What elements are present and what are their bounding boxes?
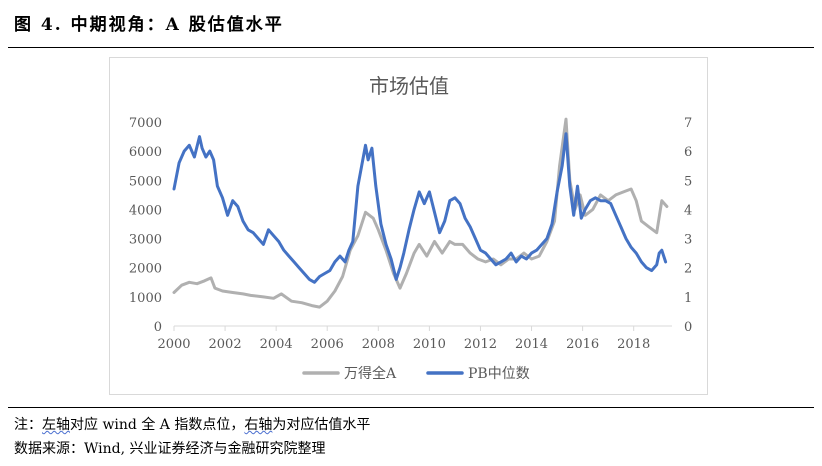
- x-axis-tick-label: 2018: [617, 337, 650, 352]
- legend-label: 万得全A: [344, 365, 397, 382]
- left-axis-tick-label: 7000: [129, 116, 162, 131]
- top-divider: [8, 47, 814, 48]
- left-axis-tick-label: 4000: [129, 203, 162, 218]
- bottom-divider: [8, 407, 814, 408]
- right-axis-tick-label: 2: [684, 262, 692, 277]
- series-lines: [172, 117, 669, 309]
- x-axis-tick-label: 2008: [362, 337, 395, 352]
- note-left-axis-word: 左轴: [42, 417, 70, 433]
- right-axis-ticks: 0 1 2 3 4 5 6 7: [684, 116, 692, 335]
- series-line-pb-median: [172, 132, 668, 284]
- note-prefix: 注：: [14, 417, 42, 433]
- chart-frame: 市场估值 0 1000 2000 3000 4000 5000 6000 7000 0 1 2 3 4…: [109, 57, 708, 395]
- note-right-axis-text: 为对应估值水平: [272, 417, 371, 433]
- figure-title: 图 4. 中期视角：A 股估值水平: [14, 15, 284, 35]
- valuation-chart: 市场估值 0 1000 2000 3000 4000 5000 6000 7000 0 1 2 3 4…: [129, 74, 692, 382]
- right-axis-tick-label: 6: [684, 145, 692, 160]
- left-axis-ticks: 0 1000 2000 3000 4000 5000 6000 7000: [129, 116, 162, 335]
- x-axis-tick-label: 2012: [464, 337, 497, 352]
- right-axis-tick-label: 4: [684, 203, 692, 218]
- x-axis-tick-label: 2000: [157, 337, 190, 352]
- left-axis-tick-label: 6000: [129, 145, 162, 160]
- right-axis-tick-label: 5: [684, 174, 692, 189]
- data-source: 数据来源：Wind, 兴业证券经济与金融研究院整理: [14, 441, 326, 457]
- right-axis-tick-label: 0: [684, 320, 692, 335]
- chart-note: 注：左轴对应 wind 全 A 指数点位，右轴为对应估值水平: [14, 414, 370, 434]
- left-axis-tick-label: 3000: [129, 233, 162, 248]
- note-right-axis-word: 右轴: [244, 417, 273, 433]
- note-left-axis-text: 对应 wind 全 A 指数点位，: [70, 417, 245, 433]
- right-axis-tick-label: 7: [684, 116, 692, 131]
- chart-title: 市场估值: [369, 74, 449, 98]
- left-axis-tick-label: 0: [154, 320, 162, 335]
- x-axis-tick-label: 2014: [515, 337, 548, 352]
- x-axis-ticks: 2000 2002 2004 2006 2008 2010 2012 2014 2016 2018: [157, 326, 650, 352]
- left-axis-tick-label: 1000: [129, 291, 162, 306]
- x-axis-tick-label: 2010: [413, 337, 446, 352]
- x-axis-tick-label: 2002: [209, 337, 242, 352]
- x-axis-tick-label: 2006: [311, 337, 344, 352]
- right-axis-tick-label: 1: [684, 291, 692, 306]
- right-axis-tick-label: 3: [684, 233, 692, 248]
- x-axis-tick-label: 2016: [566, 337, 599, 352]
- x-axis-tick-label: 2004: [260, 337, 293, 352]
- left-axis-tick-label: 5000: [129, 174, 162, 189]
- legend: 万得全A PB中位数: [302, 365, 530, 382]
- left-axis-tick-label: 2000: [129, 262, 162, 277]
- series-line-wind-all-a: [172, 117, 669, 309]
- legend-label: PB中位数: [468, 366, 530, 382]
